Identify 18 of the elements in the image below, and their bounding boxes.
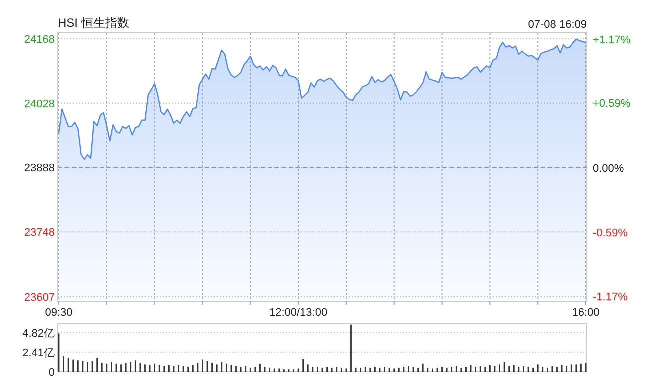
y-tick-label: 24168: [24, 34, 55, 46]
y2-tick-label: +0.59%: [593, 98, 631, 110]
y-tick-label: 2.41亿: [22, 347, 55, 360]
y2-tick-label: -1.17%: [593, 291, 628, 304]
y2-tick-label: +1.17%: [593, 34, 631, 46]
y-tick-label: 4.82亿: [22, 328, 55, 340]
y2-tick-label: 0.00%: [593, 162, 624, 175]
x-tick-label: 09:30: [45, 307, 73, 319]
x-tick-label: 16:00: [572, 307, 600, 319]
y-tick-label: 23888: [24, 162, 55, 175]
chart-title: HSI 恒生指数: [58, 16, 130, 30]
y-tick-label: 23607: [24, 292, 55, 304]
y-tick-label: 0: [48, 367, 55, 378]
y-tick-label: 23748: [24, 227, 55, 240]
x-tick-label: 12:00/13:00: [269, 307, 328, 319]
y-tick-label: 24028: [24, 98, 55, 110]
text: 07-08 16:09: [528, 19, 587, 31]
y2-tick-label: -0.59%: [593, 228, 628, 240]
